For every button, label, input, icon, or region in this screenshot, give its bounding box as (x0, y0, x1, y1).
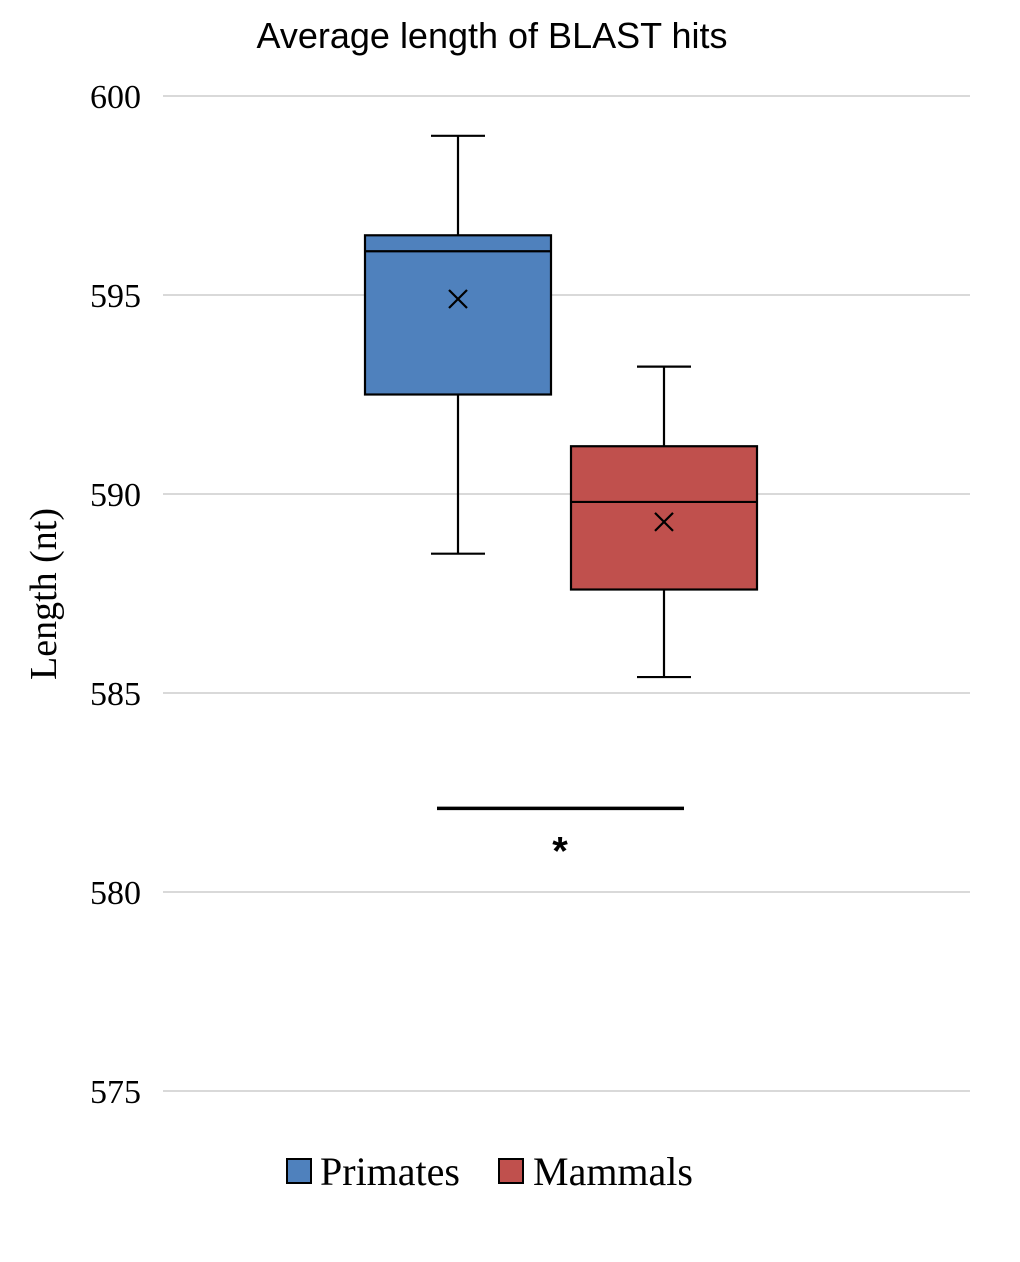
mammals-mean-stroke-2 (654, 512, 674, 532)
y-tick-label-600: 600 (90, 79, 141, 116)
box-primates (363, 134, 553, 555)
significance-annotation: * (437, 806, 684, 873)
primates-mean-marker (448, 289, 468, 309)
legend-label-primates: Primates (320, 1149, 460, 1194)
legend-swatch-mammals (498, 1158, 524, 1184)
mammals-iqr-box (569, 445, 759, 591)
y-tick-label-595: 595 (90, 278, 141, 315)
chart-title: Average length of BLAST hits (257, 15, 728, 56)
significance-star: * (552, 829, 568, 873)
legend-swatch-primates (286, 1158, 312, 1184)
legend-label-mammals: Mammals (533, 1149, 693, 1194)
legend-item-primates: Primates (286, 1149, 460, 1194)
y-tick-labels: 575 580 585 590 595 600 (90, 79, 141, 1111)
y-tick-label-590: 590 (90, 477, 141, 514)
primates-mean-stroke-2 (448, 289, 468, 309)
grid-lines (163, 95, 970, 1092)
boxes (363, 134, 759, 679)
box-mammals (569, 365, 759, 679)
mammals-mean-marker (654, 512, 674, 532)
y-tick-label-580: 580 (90, 875, 141, 912)
y-tick-label-575: 575 (90, 1074, 141, 1111)
primates-iqr-box (363, 234, 553, 396)
legend: Primates Mammals (286, 1149, 693, 1194)
legend-item-mammals: Mammals (498, 1149, 693, 1194)
y-axis-label: Length (nt) (23, 508, 65, 680)
y-tick-label-585: 585 (90, 676, 141, 713)
